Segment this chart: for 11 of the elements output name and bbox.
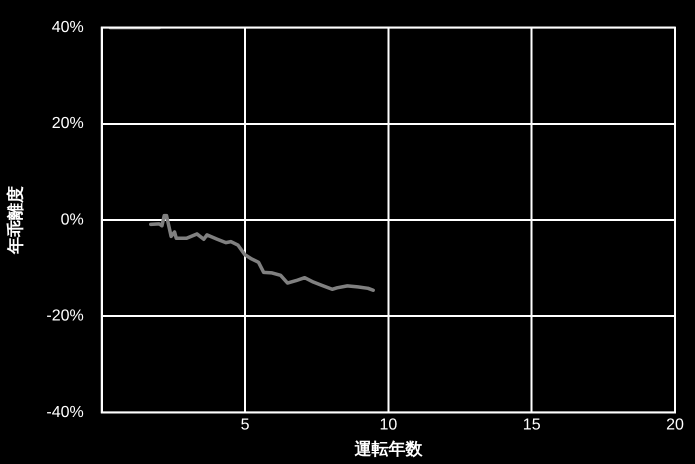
y-tick-label: -20% [46, 308, 84, 325]
y-tick-label: -40% [46, 404, 84, 421]
x-tick-label: 10 [379, 416, 398, 434]
y-tick-label: 20% [52, 115, 84, 132]
y-tick-label: 0% [60, 211, 84, 228]
x-tick-label: 5 [240, 416, 250, 434]
y-tick-label: 40% [52, 19, 84, 36]
x-tick-label: 20 [666, 416, 684, 434]
x-tick-label: 15 [522, 416, 541, 434]
y-axis-title: 年乖離度 [6, 186, 25, 255]
x-axis-title: 運転年数 [353, 439, 424, 458]
